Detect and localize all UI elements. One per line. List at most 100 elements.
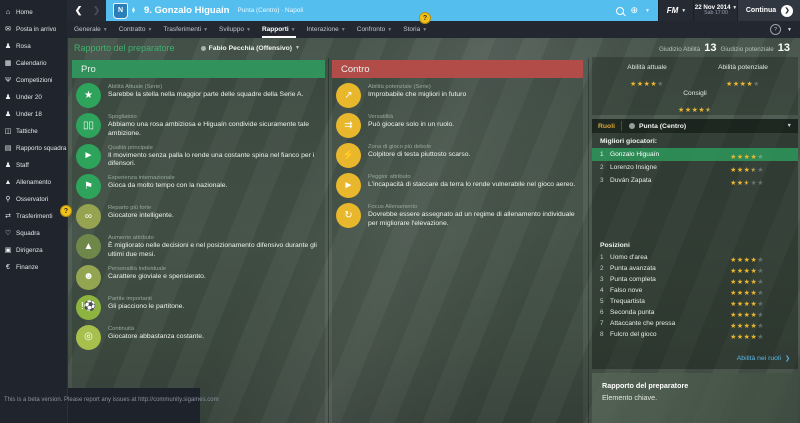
sidebar-item-label: Rapporto squadra xyxy=(16,145,67,152)
report-item-text: Abilità Attuale (Serie) Sarebbe la stella… xyxy=(108,83,303,108)
tab-interazione[interactable]: Interazione ▼ xyxy=(307,21,346,38)
star-icon: ★ xyxy=(730,267,737,275)
sidebar-item-osservatori[interactable]: ⚲ Osservatori xyxy=(0,191,67,208)
search-icon[interactable] xyxy=(615,6,624,15)
role-ability-link[interactable]: Abilità nei ruoli ❯ xyxy=(737,355,790,362)
report-item-caption: Personalità individuale xyxy=(108,265,167,272)
best-player-row-lorenzo-insigne[interactable]: 2 Lorenzo Insigne ★★★★★ xyxy=(592,161,798,174)
tutorial-hint-badge[interactable]: ? xyxy=(60,205,72,217)
role-ability-link-label: Abilità nei ruoli xyxy=(736,355,781,362)
potential-ability-label: Abilità potenziale xyxy=(718,64,768,71)
report-item-text: Partite importanti Gli piacciono le parti… xyxy=(108,295,184,320)
sidebar-item-tattiche[interactable]: ◫ Tattiche xyxy=(0,123,67,140)
report-item-body: L'incapacità di staccare da terra lo ren… xyxy=(368,181,576,188)
sidebar-item-home[interactable]: ⌂ Home xyxy=(0,4,67,21)
position-row-seconda-punta[interactable]: 6 Seconda punta ★★★★★ xyxy=(592,307,798,319)
chevron-down-icon: ▼ xyxy=(422,26,428,33)
game-date[interactable]: 22 Nov 2014 ▼ Sab 17:00 xyxy=(693,0,738,21)
star-icon: ★ xyxy=(730,322,737,330)
position-row-punta-completa[interactable]: 3 Punta completa ★★★★★ xyxy=(592,274,798,286)
trophy-icon: Ψ xyxy=(5,77,11,84)
tab-generale[interactable]: Generale ▼ xyxy=(74,21,108,38)
tab-rapporti[interactable]: Rapporti ▼ xyxy=(261,21,296,38)
chevron-down-icon[interactable]: ▼ xyxy=(786,123,792,129)
prev-next-player-icon[interactable]: ▲ ▼ xyxy=(131,5,136,15)
player-rank: 1 xyxy=(600,151,604,158)
star-icon: ★ xyxy=(743,311,751,319)
forward-button[interactable]: ❯ xyxy=(92,5,101,15)
sidebar-item-under-20[interactable]: ♟ Under 20 xyxy=(0,89,67,106)
sidebar-item-label: Tattiche xyxy=(16,128,38,135)
report-item-text: Personalità individuale Carattere giovial… xyxy=(108,265,206,290)
page-title: 9. Gonzalo Higuaín xyxy=(143,5,230,16)
position-row-punta-avanzata[interactable]: 2 Punta avanzata ★★★★★ xyxy=(592,263,798,275)
star-icon: ★ xyxy=(743,333,751,341)
sidebar-item-rapporto-squadra[interactable]: ▤ Rapporto squadra xyxy=(0,140,67,157)
tab-label: Generale xyxy=(74,26,101,33)
sidebar-item-under-18[interactable]: ♟ Under 18 xyxy=(0,106,67,123)
sidebar-item-dirigenza[interactable]: ▣ Dirigenza xyxy=(0,242,67,259)
star-icon: ★ xyxy=(750,179,758,187)
sidebar-item-rosa[interactable]: ♟ Rosa xyxy=(0,38,67,55)
role-icon xyxy=(629,123,635,129)
tutorial-hint-badge[interactable]: ? xyxy=(419,12,431,24)
roles-panel: Ruoli Punta (Centro) ▼ Migliori giocator… xyxy=(592,119,798,369)
report-item-caption: Abilità potenziale (Serie) xyxy=(368,84,431,90)
staff-icon: ♟ xyxy=(4,162,12,169)
back-button[interactable]: ❮ xyxy=(74,5,83,15)
globe-icon[interactable]: ⊕ xyxy=(630,5,639,15)
sidebar-item-label: Allenamento xyxy=(16,179,52,186)
report-item-caption: Esperienza internazionale xyxy=(108,175,175,182)
date-text: 22 Nov 2014 ▼ xyxy=(694,3,738,11)
star-icon: ★ xyxy=(730,153,737,161)
star-icon: ★ xyxy=(730,300,737,308)
star-icon: ★ xyxy=(732,81,740,88)
position-row-trequartista[interactable]: 5 Trequartista ★★★★★ xyxy=(592,296,798,308)
star-icon: ★ xyxy=(750,289,758,297)
sidebar-item-staff[interactable]: ♟ Staff xyxy=(0,157,67,174)
sidebar-item-squadra[interactable]: ♡ Squadra xyxy=(0,225,67,242)
chevron-down-icon: ▼ xyxy=(340,26,346,33)
ball-exclaim-icon: !⚽ xyxy=(76,294,101,320)
sidebar-item-finanze[interactable]: € Finanze xyxy=(0,259,67,276)
sidebar-item-allenamento[interactable]: ▲ Allenamento xyxy=(0,174,67,191)
sidebar-item-label: Competizioni xyxy=(16,77,53,84)
star-icon: ★ xyxy=(736,179,744,187)
position-row-uomo-d-area[interactable]: 1 Uomo d'area ★★★★★ xyxy=(592,252,798,264)
chevron-down-icon[interactable]: ▼ xyxy=(645,7,650,14)
tab-trasferimenti[interactable]: Trasferimenti ▼ xyxy=(163,21,208,38)
sidebar-item-calendario[interactable]: ▦ Calendario xyxy=(0,55,67,72)
star-icon: ★ xyxy=(750,278,758,286)
tab-storia[interactable]: Storia ▼ xyxy=(403,21,427,38)
inbox-icon: ✉ xyxy=(5,26,11,33)
sidebar-item-posta-in-arrivo[interactable]: ✉ Posta in arrivo xyxy=(0,21,67,38)
tab-confronto[interactable]: Confronto ▼ xyxy=(357,21,393,38)
report-item-body: Sarebbe la stella nella maggior parte de… xyxy=(108,91,304,98)
report-item-caption: Aumento attributo xyxy=(108,235,154,242)
best-player-row-gonzalo-higua-n[interactable]: 1 Gonzalo Higuaín ★★★★★ xyxy=(592,148,798,161)
report-item-text: Qualità principale Il movimento senza pal… xyxy=(108,144,319,170)
position-row-attaccante-che-pressa[interactable]: 7 Attaccante che pressa ★★★★★ xyxy=(592,318,798,330)
help-icon[interactable]: ? xyxy=(770,24,782,35)
player-rank: 3 xyxy=(600,177,604,184)
calendar-icon: ▦ xyxy=(4,60,12,67)
role-selector[interactable]: Punta (Centro) xyxy=(639,122,687,130)
current-ability-stars: ★★★★★ xyxy=(602,73,692,91)
coach-selector[interactable]: Fabio Pecchia (Offensivo) ▼ xyxy=(200,45,300,52)
tab-sviluppo[interactable]: Sviluppo ▼ xyxy=(219,21,251,38)
sidebar-item-competizioni[interactable]: Ψ Competizioni xyxy=(0,72,67,89)
position-row-fulcro-del-gioco[interactable]: 8 Fulcro del gioco ★★★★★ xyxy=(592,329,798,341)
divider xyxy=(621,121,622,131)
board-icon: ▣ xyxy=(4,247,12,254)
chevron-down-icon[interactable]: ▼ xyxy=(787,26,792,33)
continue-button[interactable]: Continua ❯ xyxy=(737,0,800,21)
chevron-down-icon: ▼ xyxy=(681,7,687,14)
tab-contratto[interactable]: Contratto ▼ xyxy=(119,21,153,38)
position-row-falso-nove[interactable]: 4 Falso nove ★★★★★ xyxy=(592,285,798,297)
trend-arrow-icon: ↗ xyxy=(336,83,361,108)
sidebar-item-label: Calendario xyxy=(16,60,47,67)
sidebar-item-trasferimenti[interactable]: ⇄ Trasferimenti xyxy=(0,208,67,225)
fm-menu[interactable]: FM ▼ xyxy=(658,0,694,21)
star-icon: ★ xyxy=(76,83,101,108)
best-player-row-duv-n-zapata[interactable]: 3 Duván Zapata ★★★★★ xyxy=(592,174,798,187)
